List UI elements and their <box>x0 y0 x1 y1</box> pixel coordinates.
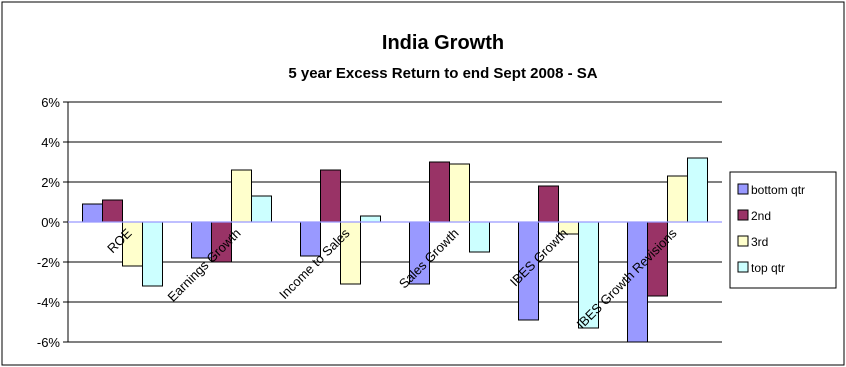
legend: bottom qtr 2nd 3rd top qtr <box>729 171 837 289</box>
y-tick-label: 0% <box>41 215 60 230</box>
bar <box>469 221 490 253</box>
bar <box>360 215 381 223</box>
y-tick-label: 6% <box>41 95 60 110</box>
bar <box>142 221 163 287</box>
y-tick-label: -2% <box>37 255 61 270</box>
legend-label: 2nd <box>751 209 771 223</box>
legend-label: top qtr <box>751 261 785 275</box>
y-tick-label: 2% <box>41 175 60 190</box>
legend-swatch <box>737 209 749 221</box>
legend-label: bottom qtr <box>751 183 805 197</box>
legend-label: 3rd <box>751 235 768 249</box>
bar <box>231 169 252 223</box>
bar <box>251 195 272 223</box>
bar <box>429 161 450 223</box>
bar <box>102 199 123 223</box>
bar <box>449 163 470 223</box>
y-tick-label: -4% <box>37 295 61 310</box>
y-tick-label: 4% <box>41 135 60 150</box>
chart-title: India Growth <box>382 32 504 54</box>
chart-subtitle: 5 year Excess Return to end Sept 2008 - … <box>288 65 597 82</box>
legend-swatch <box>737 183 749 195</box>
bar <box>82 203 103 223</box>
bar <box>687 157 708 223</box>
bar <box>320 169 341 223</box>
legend-swatch <box>737 235 749 247</box>
bar <box>538 185 559 223</box>
bar <box>667 175 688 223</box>
y-tick-label: -6% <box>37 335 61 350</box>
legend-swatch <box>737 261 749 273</box>
